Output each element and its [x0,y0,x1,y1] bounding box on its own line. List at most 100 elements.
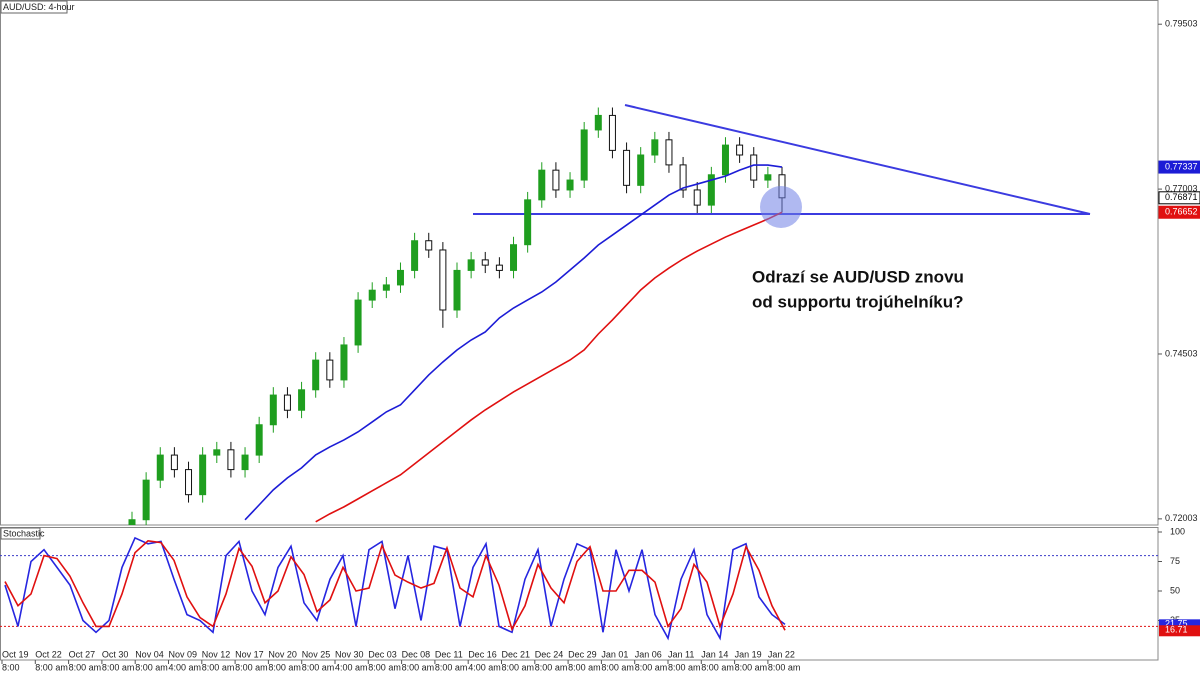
candle-body [637,154,645,186]
candle-body [396,269,404,286]
candle-body [382,284,390,291]
candle-body [128,519,136,525]
title-box [0,0,68,14]
x-tick-label: Jan 19 [735,649,762,659]
price-plot [128,104,1091,525]
x-tick-sublabel: 8:00 am [735,662,768,672]
y-tick-label: 0.79503 [1165,19,1198,29]
candle-body [142,479,150,521]
price-tag-label: 0.76652 [1165,207,1198,217]
x-tick-sublabel: 8:00 am [202,662,235,672]
price-tag-label: 0.77337 [1165,161,1198,171]
candle-body [269,394,277,426]
x-tick-label: Jan 22 [768,649,795,659]
value-tag-label: 16.71 [1165,625,1188,635]
candle-body [312,359,320,391]
candle-body [227,449,235,471]
x-tick-sublabel: 8:00 am [701,662,734,672]
highlight-circle [760,186,802,228]
candle-body [354,299,362,346]
y-tick-label: 50 [1170,585,1180,595]
price-tag-label: 0.76871 [1165,192,1198,202]
value-tag [1159,619,1200,631]
x-tick-sublabel: 8:00 am [768,662,801,672]
candle-body [721,144,729,176]
candle-body [679,164,687,191]
annotation: od supportu trojúhelníku? [752,292,964,311]
candle-body [750,154,758,181]
x-tick-sublabel: 8:00 am [435,662,468,672]
x-tick-label: Nov 25 [302,649,331,659]
x-tick-label: Nov 30 [335,649,364,659]
x-tick-label: Dec 03 [368,649,397,659]
x-tick-sublabel: 8:00 am [302,662,335,672]
x-tick-sublabel: 8:00 am [35,662,68,672]
x-tick-label: Jan 01 [601,649,628,659]
price-tag [1158,160,1200,174]
x-tick-sublabel: 8:00 am [668,662,701,672]
x-tick-sublabel: 4:00 am [169,662,202,672]
candle-body [594,114,602,131]
x-tick-label: Dec 11 [435,649,463,659]
candle-body [467,259,475,271]
price-tag [1158,191,1200,205]
stoch-title: Stochastic [3,528,45,538]
candle-body [665,139,673,166]
stochastic-line [4,536,786,641]
moving-average [244,164,783,521]
x-tick-label: Oct 19 [2,649,29,659]
candle-body [651,139,659,156]
candle-body [185,469,193,496]
candle-body [707,174,715,206]
x-tick-sublabel: 8:00 am [268,662,301,672]
y-tick-label: 0.77003 [1165,183,1198,193]
x-tick-sublabel: 8:00 am [568,662,601,672]
axes: 0.79503 0.77003 0.74503 0.72003 0.77337 0.766… [1,19,1200,672]
chart-title: AUD/USD: 4-hour [3,2,75,12]
stochastic-line [4,540,786,632]
y-tick-label: 75 [1170,556,1180,566]
candle-body [623,149,631,186]
x-tick-sublabel: 8:00 am [601,662,634,672]
y-tick-label: 0.72003 [1165,513,1198,523]
candle-body [608,114,616,151]
stochastic-plot [0,536,1158,641]
candle-body [524,199,532,246]
x-tick-label: Oct 22 [35,649,62,659]
resistance-line [624,104,1091,215]
x-tick-sublabel: 8:00 am [135,662,168,672]
x-tick-label: Jan 14 [701,649,728,659]
x-tick-sublabel: 8:00 am [535,662,568,672]
x-tick-sublabel: 8:00 [2,662,20,672]
candle-body [340,344,348,381]
candle-body [326,359,334,381]
x-tick-label: Nov 12 [202,649,231,659]
candle-body [213,449,221,456]
candle-body [764,174,772,181]
x-tick-sublabel: 4:00 am [468,662,501,672]
candle-body [453,269,461,311]
value-tag-label: 21.75 [1165,619,1188,629]
x-tick-label: Dec 24 [535,649,564,659]
x-tick-label: Nov 17 [235,649,264,659]
candle-body [439,249,447,311]
x-tick-sublabel: 8:00 am [502,662,535,672]
candle-body [368,289,376,301]
x-tick-label: Jan 11 [668,649,694,659]
candle-body [241,454,249,471]
x-tick-sublabel: 8:00 am [69,662,102,672]
x-tick-label: Nov 09 [169,649,198,659]
y-tick-label: 100 [1170,526,1185,536]
x-tick-label: Dec 21 [502,649,531,659]
y-tick-label: 0.74503 [1165,348,1198,358]
annotation: Odrazí se AUD/USD znovu [752,267,964,286]
x-tick-label: Dec 08 [402,649,431,659]
moving-average [315,211,783,523]
candle-body [510,244,518,271]
candle-body [425,240,433,251]
candle-body [481,259,489,266]
candle-body [199,454,207,496]
x-tick-sublabel: 8:00 am [635,662,668,672]
candle-body [298,389,306,411]
